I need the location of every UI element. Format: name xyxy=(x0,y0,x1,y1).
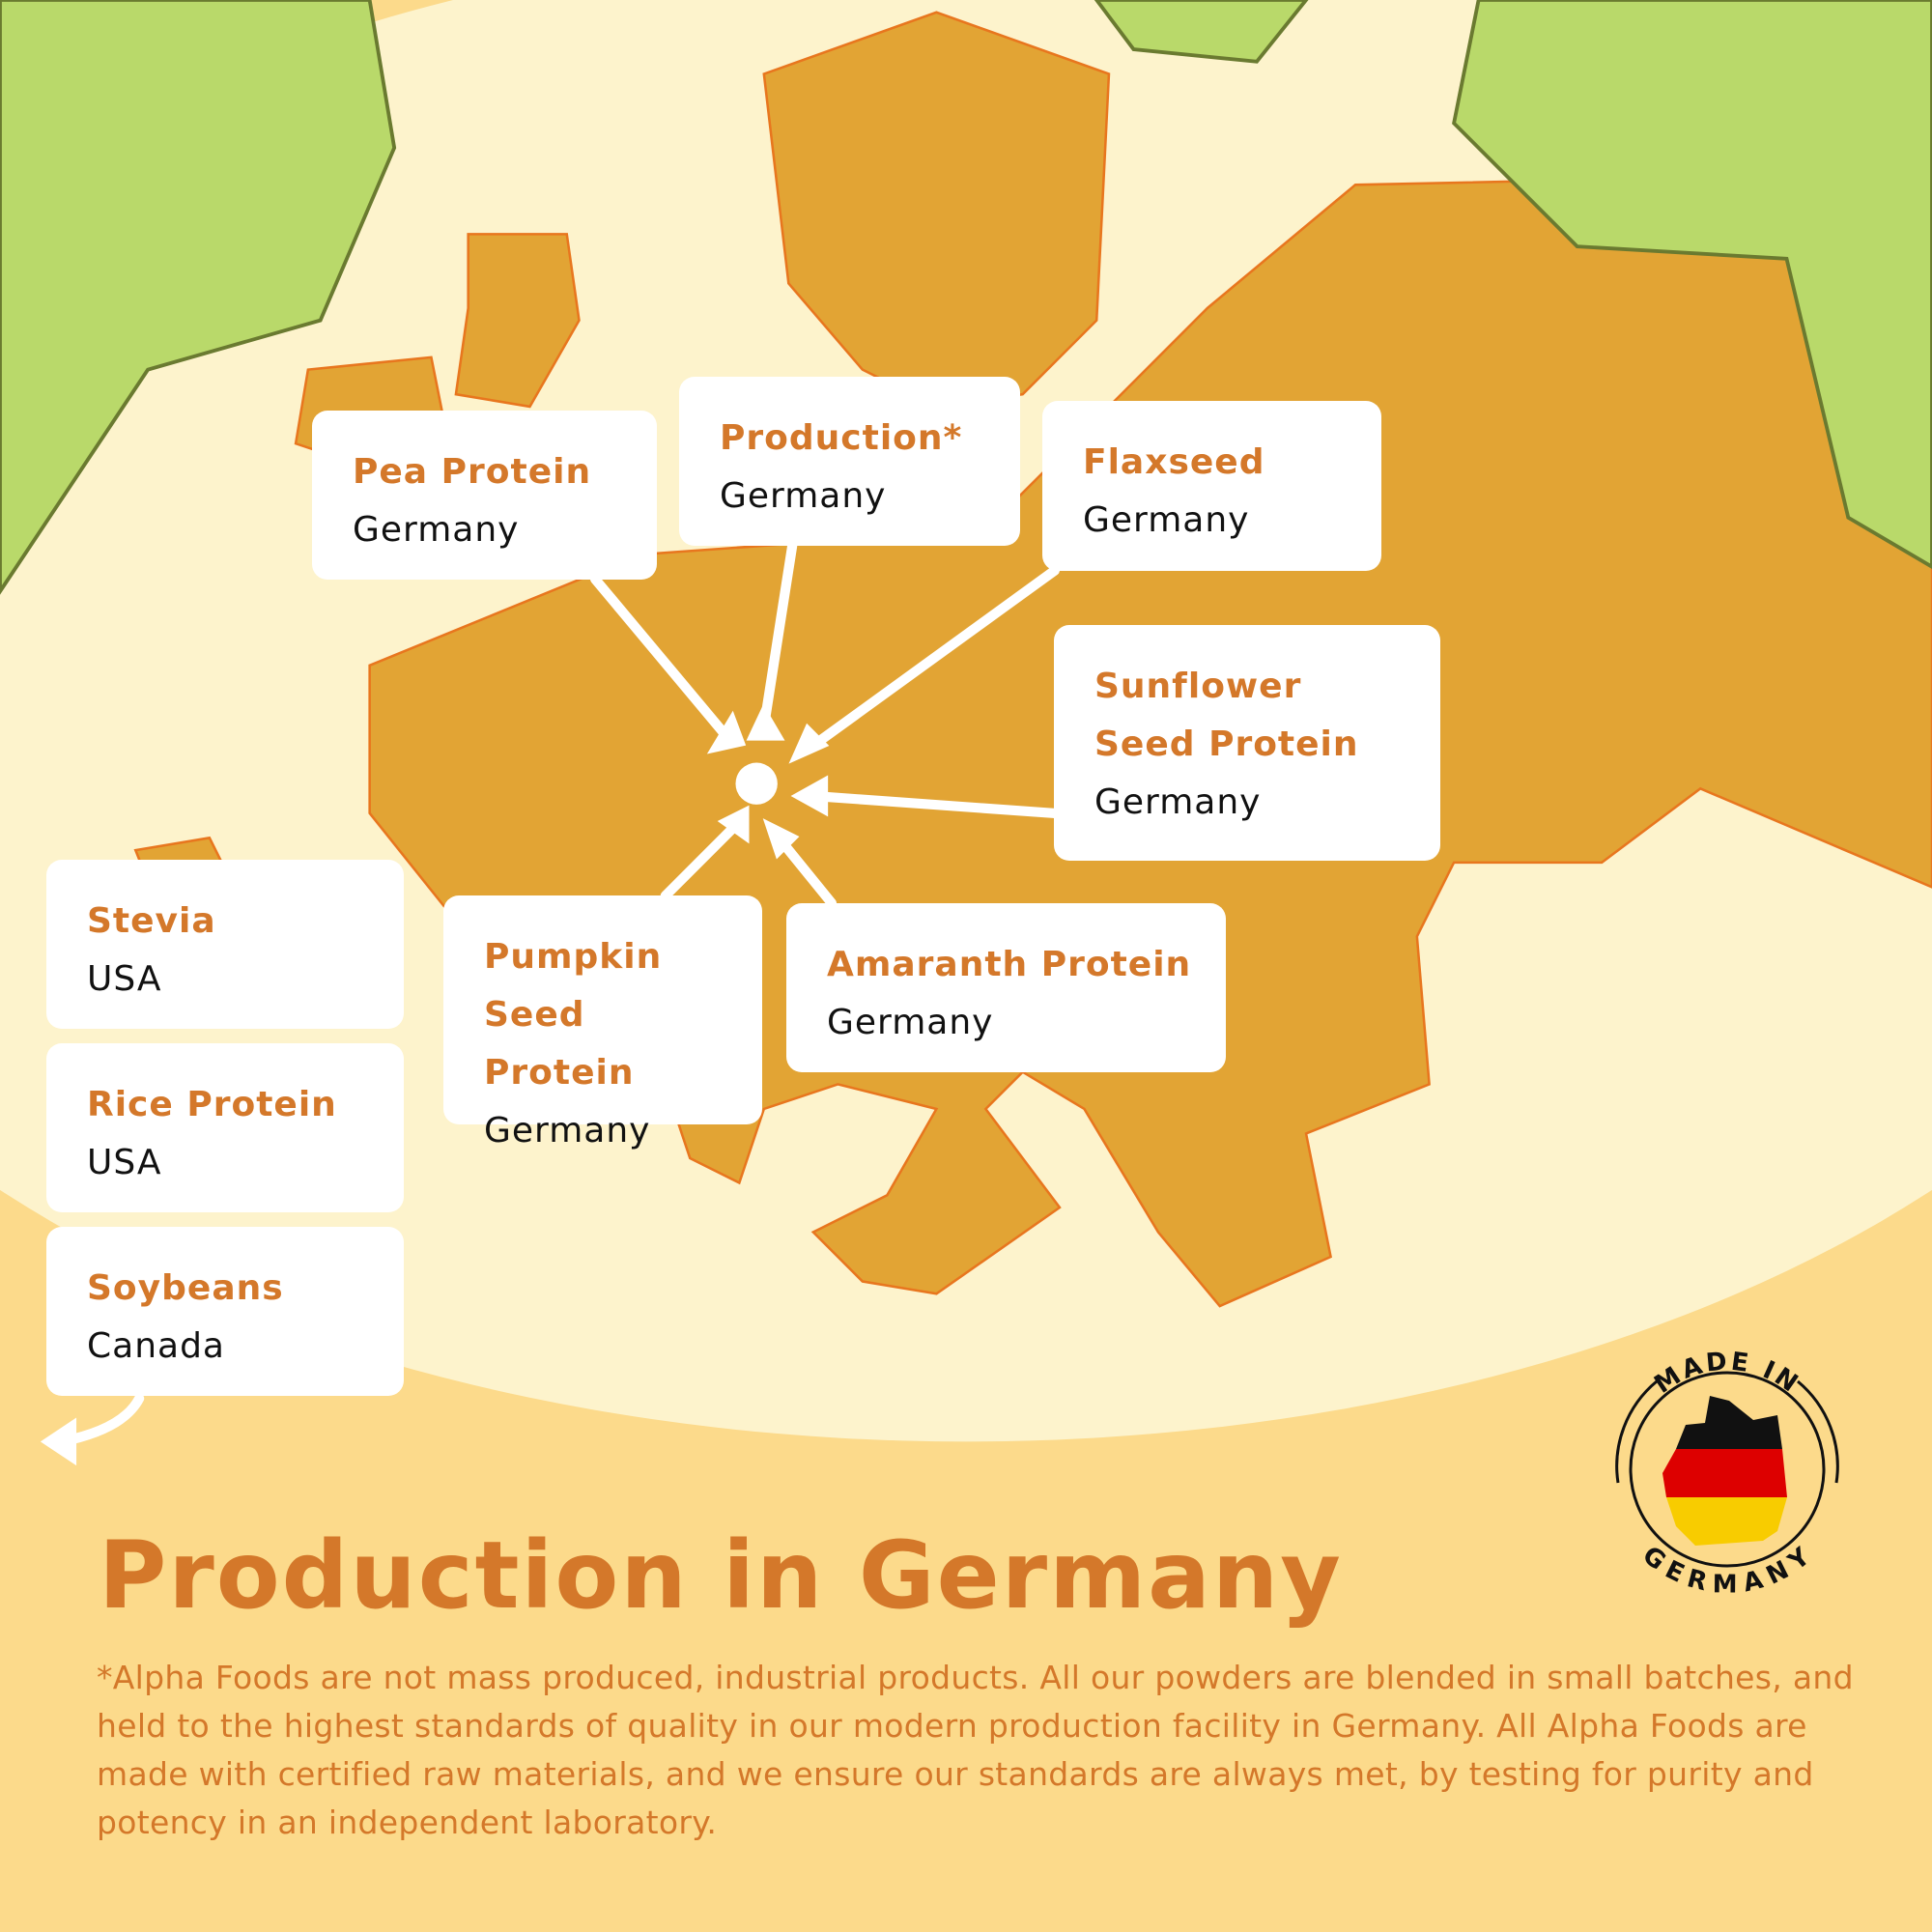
origin-country: Germany xyxy=(484,1111,651,1151)
card-soybeans: Soybeans Canada xyxy=(46,1227,404,1396)
origin-country: Germany xyxy=(1094,782,1262,822)
ingredient-label: Stevia xyxy=(87,901,216,941)
ingredient-label: Production* xyxy=(720,418,963,458)
card-sunflower-seed-protein: Sunflower Seed Protein Germany xyxy=(1054,625,1440,861)
card-stevia: Stevia USA xyxy=(46,860,404,1029)
badge-bottom-text: GERMANY xyxy=(1636,1541,1814,1595)
origin-country: Germany xyxy=(353,510,520,550)
card-flaxseed: Flaxseed Germany xyxy=(1042,401,1381,571)
origin-country: USA xyxy=(87,959,162,999)
origin-country: USA xyxy=(87,1143,162,1182)
germany-flag-map-icon xyxy=(1662,1396,1787,1546)
card-pea-protein: Pea Protein Germany xyxy=(312,411,657,580)
monstera-leaves xyxy=(0,0,1932,595)
origin-country: Germany xyxy=(827,1003,994,1042)
card-production: Production* Germany xyxy=(679,377,1020,546)
ingredient-label: Flaxseed xyxy=(1083,442,1265,482)
card-pumpkin-seed-protein: Pumpkin Seed Protein Germany xyxy=(443,895,762,1151)
made-in-germany-badge: MADE IN GERMANY xyxy=(1615,1347,1839,1595)
ingredient-label: Pumpkin Seed Protein xyxy=(484,937,663,1093)
ingredient-label: Sunflower Seed Protein xyxy=(1094,667,1359,764)
svg-text:MADE IN: MADE IN xyxy=(1649,1347,1804,1400)
production-center-dot xyxy=(735,762,778,805)
ingredient-label: Pea Protein xyxy=(353,452,592,492)
svg-text:GERMANY: GERMANY xyxy=(1636,1541,1817,1595)
origin-country: Germany xyxy=(1083,500,1250,540)
origin-country: Canada xyxy=(87,1326,225,1366)
description-text: *Alpha Foods are not mass produced, indu… xyxy=(97,1659,1854,1841)
card-amaranth-protein: Amaranth Protein Germany xyxy=(786,903,1226,1072)
ingredient-label: Rice Protein xyxy=(87,1085,337,1124)
badge-top-text: MADE IN xyxy=(1649,1347,1802,1400)
origin-country: Germany xyxy=(720,476,887,516)
ingredient-label: Soybeans xyxy=(87,1268,284,1308)
card-rice-protein: Rice Protein USA xyxy=(46,1043,404,1212)
page-title: Production in Germany xyxy=(99,1521,1343,1630)
arrows xyxy=(40,540,1060,1466)
ingredient-label: Amaranth Protein xyxy=(827,945,1192,984)
